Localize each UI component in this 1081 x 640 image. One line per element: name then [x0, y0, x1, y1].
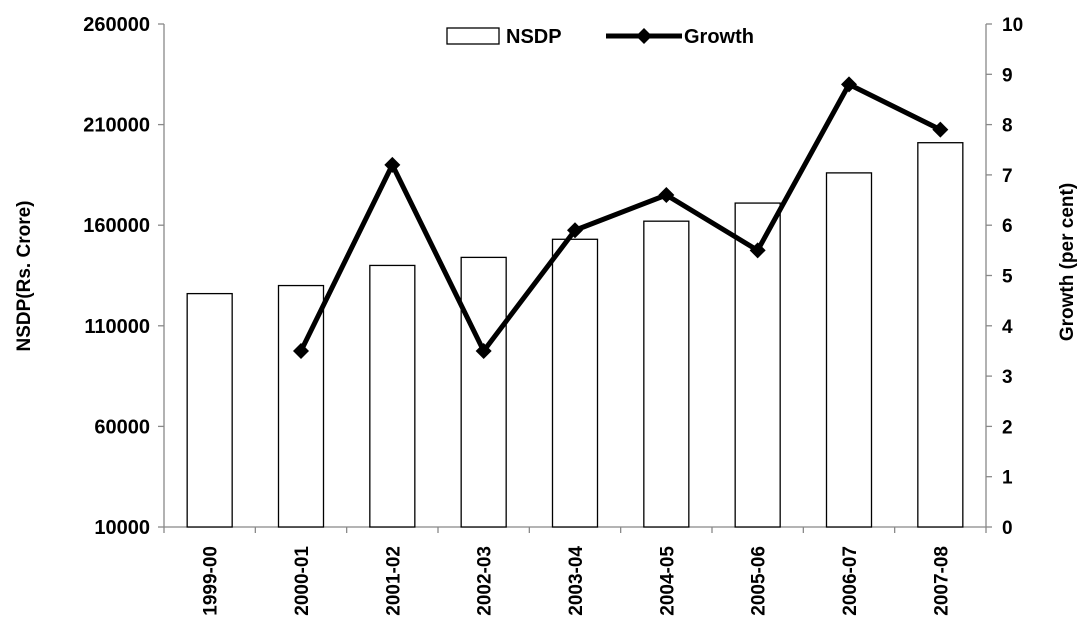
right-tick-label: 3 — [1002, 367, 1013, 388]
x-category-label: 2002-03 — [475, 546, 496, 616]
nsdp-bar — [825, 172, 873, 528]
left-tick-label: 210000 — [83, 115, 150, 137]
growth-marker — [293, 342, 309, 359]
growth-marker — [475, 342, 492, 359]
growth-marker — [932, 121, 949, 138]
left-tick-label: 10000 — [94, 517, 150, 539]
x-category-label: 2000-01 — [292, 546, 313, 616]
right-tick-label: 4 — [1002, 317, 1013, 338]
right-tick-label: 9 — [1002, 65, 1013, 86]
right-tick-label: 0 — [1002, 518, 1013, 539]
legend-nsdp-label: NSDP — [506, 26, 562, 48]
nsdp-bar — [369, 264, 416, 528]
growth-marker — [567, 222, 583, 239]
left-tick-label: 110000 — [84, 316, 150, 338]
x-category-label: 2007-08 — [931, 546, 952, 616]
nsdp-bar — [917, 142, 964, 528]
x-category-label: 2005-06 — [749, 546, 770, 616]
right-tick-label: 8 — [1002, 116, 1013, 137]
legend-growth-marker — [636, 28, 652, 44]
legend: NSDP Growth — [446, 26, 754, 48]
growth-marker — [841, 76, 857, 93]
right-tick-label: 10 — [1002, 15, 1023, 36]
x-category-label: 2001-02 — [383, 546, 404, 616]
x-category-label: 2006-07 — [840, 546, 861, 616]
left-tick-label: 60000 — [94, 416, 150, 438]
x-category-label: 2004-05 — [657, 546, 678, 616]
nsdp-bar — [551, 238, 599, 528]
growth-marker — [749, 242, 766, 259]
legend-growth-label: Growth — [684, 26, 754, 48]
x-axis: 1999-00 2000-01 2001-02 2002-03 2003-04 2004-… — [163, 526, 987, 616]
x-category-label: 2003-04 — [566, 546, 587, 616]
left-tick-label: 160000 — [83, 215, 150, 237]
nsdp-bars — [186, 142, 964, 528]
right-y-axis: 0 1 2 3 4 5 6 7 8 9 10 — [985, 15, 1023, 539]
growth-line — [298, 81, 942, 354]
nsdp-bar — [643, 220, 690, 528]
x-category-label: 1999-00 — [201, 546, 222, 616]
growth-line-series — [293, 76, 949, 359]
left-tick-label: 260000 — [83, 14, 150, 36]
right-tick-label: 5 — [1002, 267, 1013, 288]
legend-nsdp-swatch — [446, 27, 500, 45]
right-tick-label: 2 — [1002, 417, 1013, 438]
right-tick-label: 6 — [1002, 216, 1013, 237]
left-axis-title: NSDP(Rs. Crore) — [14, 201, 35, 352]
growth-marker — [658, 187, 675, 204]
right-axis-title: Growth (per cent) — [1057, 183, 1078, 341]
nsdp-bar — [186, 292, 233, 528]
right-tick-label: 1 — [1002, 468, 1013, 489]
left-y-axis: 10000 60000 110000 160000 210000 260000 — [83, 14, 165, 539]
right-tick-label: 7 — [1002, 166, 1013, 187]
nsdp-bar — [460, 256, 507, 528]
growth-marker — [384, 156, 401, 173]
